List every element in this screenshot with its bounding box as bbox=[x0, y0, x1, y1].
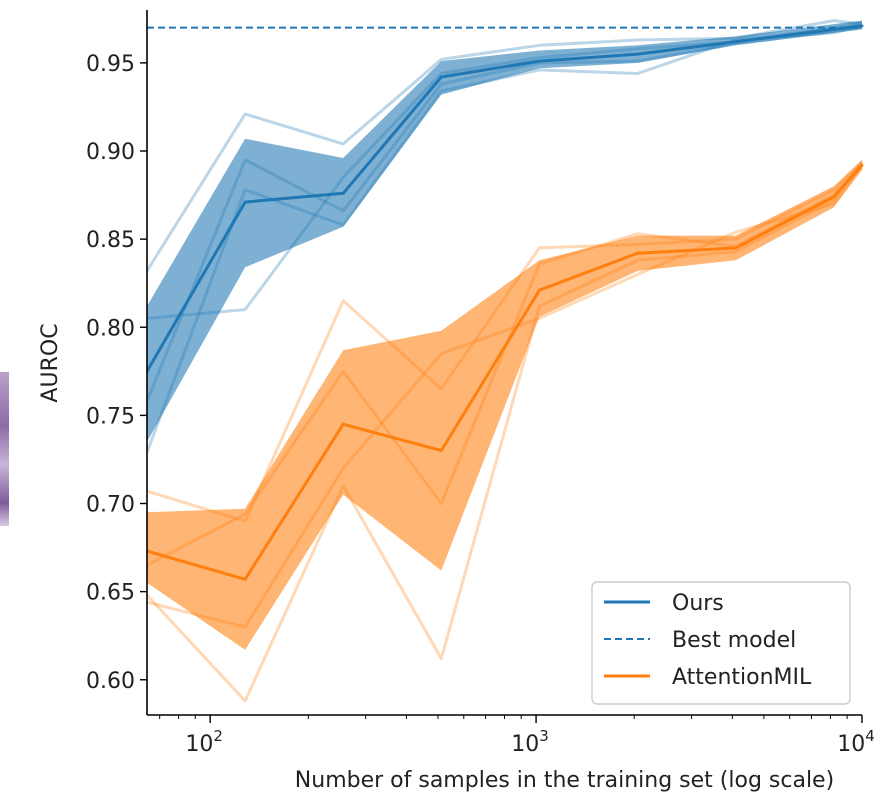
attentionmil-run-line-3 bbox=[147, 160, 864, 703]
attentionmil-run-line-1 bbox=[147, 162, 864, 523]
x-tick-label: 102 bbox=[185, 727, 223, 757]
attentionmil-mean-point bbox=[341, 422, 345, 426]
y-tick-label: 0.90 bbox=[86, 140, 135, 165]
y-tick-label: 0.60 bbox=[86, 669, 135, 694]
x-tick-base: 10 bbox=[837, 732, 865, 757]
ours-mean-point bbox=[439, 75, 443, 79]
y-tick-label: 0.65 bbox=[86, 581, 135, 606]
ours-run-line-4 bbox=[147, 24, 863, 453]
ours-mean-point bbox=[243, 200, 247, 204]
legend-label: Ours bbox=[672, 591, 724, 616]
y-tick-label: 0.95 bbox=[86, 52, 135, 77]
series-group bbox=[147, 19, 864, 703]
attentionmil-mean-point bbox=[636, 251, 640, 255]
attentionmil-mean-point bbox=[832, 195, 836, 199]
ours-mean-point bbox=[860, 24, 864, 28]
x-tick-exponent: 3 bbox=[539, 727, 549, 745]
ours-mean-point bbox=[636, 52, 640, 56]
y-tick-label: 0.80 bbox=[86, 316, 135, 341]
attentionmil-mean-point bbox=[439, 449, 443, 453]
y-tick-label: 0.85 bbox=[86, 228, 135, 253]
ours-mean-point bbox=[734, 40, 738, 44]
legend: Ours Best model AttentionMIL bbox=[591, 581, 851, 705]
attentionmil-mean-point bbox=[734, 246, 738, 250]
x-tick-exponent: 4 bbox=[865, 727, 875, 745]
ours-confidence-band bbox=[147, 20, 862, 442]
ours-mean-point bbox=[537, 59, 541, 63]
x-tick-base: 10 bbox=[511, 732, 539, 757]
ours-mean-point bbox=[341, 191, 345, 195]
y-axis-label: AUROC bbox=[38, 323, 63, 402]
attentionmil-confidence-band bbox=[147, 159, 862, 650]
legend-box bbox=[591, 581, 851, 705]
attentionmil-mean-point bbox=[243, 577, 247, 581]
attentionmil-run-line-2 bbox=[147, 165, 864, 567]
x-axis-label: Number of samples in the training set (l… bbox=[295, 768, 834, 793]
x-tick-label: 104 bbox=[837, 727, 875, 757]
plot-area bbox=[147, 19, 864, 703]
ours-mean-point bbox=[832, 27, 836, 31]
y-tick-label: 0.75 bbox=[86, 404, 135, 429]
legend-label: Best model bbox=[672, 628, 796, 653]
ours-run-line-3 bbox=[147, 26, 863, 402]
legend-label: AttentionMIL bbox=[672, 665, 812, 690]
attentionmil-mean-point bbox=[537, 288, 541, 292]
x-tick-base: 10 bbox=[185, 732, 213, 757]
cropped-image-edge bbox=[0, 372, 9, 526]
y-tick-label: 0.70 bbox=[86, 493, 135, 518]
ours-run-line-1 bbox=[147, 19, 863, 272]
x-tick-label: 103 bbox=[511, 727, 549, 757]
x-tick-exponent: 2 bbox=[213, 727, 223, 745]
attentionmil-mean-point bbox=[860, 163, 864, 167]
